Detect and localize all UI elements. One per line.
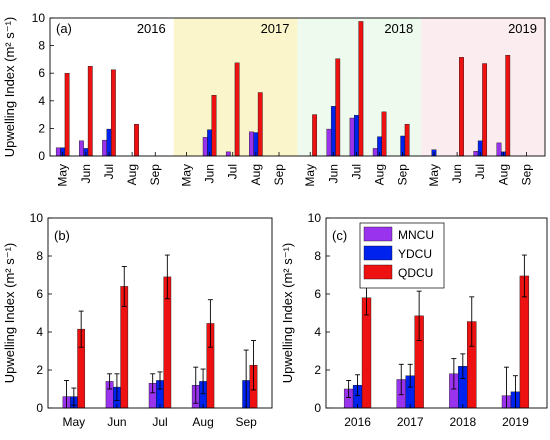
x-tick-label: May [427,164,441,187]
x-tick-label: May [179,164,193,187]
plot-frame [49,17,546,157]
panel-b: 0 2 4 6 8 10 May Jun Jul Aug Sep (b) Upwelling Index… [2,211,273,429]
x-tick-label: Jul [152,415,167,429]
y-tick-label: 2 [36,363,43,377]
x-tick-label: Sep [272,164,286,186]
bar-mncu [473,150,479,157]
x-tick-label: Jul [102,164,116,179]
y-tick-label: 10 [30,211,44,225]
bar-qdcu [459,57,464,157]
y-axis-label: Upwelling Index (m² s⁻¹) [2,243,17,384]
bar-ydcu [354,115,359,157]
y-tick-label: 2 [314,363,321,377]
plot-frame [47,217,273,409]
x-tick-label: 2016 [344,415,371,429]
x-tick-label: Aug [125,164,139,185]
x-tick-label: Sep [519,164,533,186]
y-tick-label: 2 [38,121,45,135]
y-tick-label: 8 [314,249,321,263]
bar-mncu [496,142,502,157]
legend-label: MNCU [398,228,434,242]
y-tick-label: 4 [314,325,321,339]
x-tick-label: Aug [249,164,263,185]
panel-label: (b) [54,228,70,243]
legend-swatch-qdcu [363,264,393,280]
legend-swatch-mncu [363,226,393,242]
y-tick-label: 8 [36,249,43,263]
y-tick-label: 0 [36,401,43,415]
bar-qdcu [134,124,139,157]
x-tick-label: Sep [396,164,410,186]
y-tick-label: 10 [308,211,322,225]
x-tick-label: Jun [203,164,217,183]
year-label: 2018 [384,21,413,36]
x-tick-label: 2019 [502,415,529,429]
bar-qdcu [257,92,263,157]
bar-mncu [55,147,61,157]
year-label: 2017 [261,21,290,36]
bar-qdcu [381,111,387,157]
bar-mncu [102,139,107,157]
y-tick-label: 4 [38,94,45,108]
bar-qdcu [211,95,217,157]
bar-mncu [79,140,84,157]
bar-qdcu [482,63,488,157]
bar-qdcu [64,72,70,157]
x-tick-label: Jun [107,415,126,429]
x-tick-label: 2017 [397,415,424,429]
x-tick-label: Aug [496,164,510,185]
y-tick-label: 10 [32,11,46,25]
x-tick-label: Jun [79,164,93,183]
bar-qdcu [404,124,410,157]
y-tick-label: 6 [36,287,43,301]
y-tick-label: 6 [38,66,45,80]
x-tick-label: Jul [349,164,363,179]
bar-qdcu [87,66,93,157]
bar-qdcu [358,21,364,157]
bar-mncu [202,137,208,157]
legend-swatch-ydcu [363,245,393,261]
bar-mncu [372,148,378,157]
bar-mncu [249,131,254,157]
bar-mncu [326,128,332,157]
legend-label: QDCU [398,266,433,280]
y-axis-label: Upwelling Index (m² s⁻¹) [280,243,295,384]
y-axis-label: Upwelling Index (m² s⁻¹) [2,17,17,158]
bar-qdcu [234,62,240,157]
x-tick-label: Jul [226,164,240,179]
y-tick-label: 6 [314,287,321,301]
bar-qdcu [335,58,341,157]
panel-label: (a) [56,21,72,36]
year-label: 2016 [137,21,166,36]
bar-qdcu [312,114,318,157]
x-tick-label: May [63,415,86,429]
x-tick-label: Aug [373,164,387,185]
legend-label: YDCU [398,247,432,261]
y-tick-label: 4 [36,325,43,339]
bar-ydcu [330,106,336,157]
panel-label: (c) [332,228,347,243]
x-tick-label: May [56,164,70,187]
bar-mncu [225,151,231,157]
x-tick-label: 2018 [449,415,476,429]
y-tick-label: 0 [38,149,45,163]
panel-c: 0 2 4 6 8 10 2016 2017 2018 2019 (c) Upwelling Inde… [280,211,548,429]
y-tick-label: 0 [314,401,321,415]
bar-qdcu [110,69,116,157]
bar-ydcu [106,128,112,157]
x-tick-label: May [303,164,317,187]
x-tick-label: Sep [235,415,257,429]
y-tick-label: 8 [38,39,45,53]
plot-frame [325,217,548,409]
x-tick-label: Jun [450,164,464,183]
panel-a: 0 2 4 6 8 10 2016 May Jun Jul Aug Sep 2017 May Jun Jul A… [2,11,546,187]
x-tick-label: Sep [148,164,162,186]
bar-mncu [349,117,355,157]
x-tick-label: Aug [192,415,213,429]
x-tick-label: Jul [473,164,487,179]
year-label: 2019 [508,21,537,36]
x-tick-label: Jun [326,164,340,183]
bar-qdcu [505,55,511,157]
